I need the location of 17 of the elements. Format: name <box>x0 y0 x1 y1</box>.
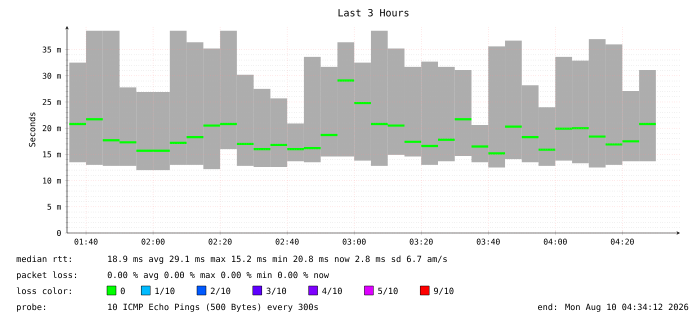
text: 0.00 % avg 0.00 % max 0.00 % min 0.00 % now <box>108 272 329 280</box>
text: end: Mon Aug 10 04:34:12 2026 <box>538 304 688 312</box>
legend-label: 2/10 <box>210 288 230 295</box>
legend-label: 3/10 <box>266 288 286 295</box>
text: packet loss: <box>16 271 76 280</box>
legend-label: 0 <box>120 288 125 294</box>
legend-label: 9/10 <box>434 288 454 295</box>
legend-label: 5/10 <box>378 288 398 295</box>
legend-title: loss color: <box>16 287 71 294</box>
text: median rtt: <box>16 256 71 262</box>
y-axis-title: Seconds <box>28 112 36 147</box>
legend-label: 1/10 <box>155 288 174 295</box>
text: 18.9 ms avg 29.1 ms max 15.2 ms min 20.8 ms now 2.8 ms sd 6.7 am/s <box>108 256 447 264</box>
legend-label: 4/10 <box>322 288 342 295</box>
text: probe: <box>16 304 46 312</box>
text: 10 ICMP Echo Pings (500 Bytes) every 300s <box>108 304 318 312</box>
chart-title: Last 3 Hours <box>338 8 409 16</box>
